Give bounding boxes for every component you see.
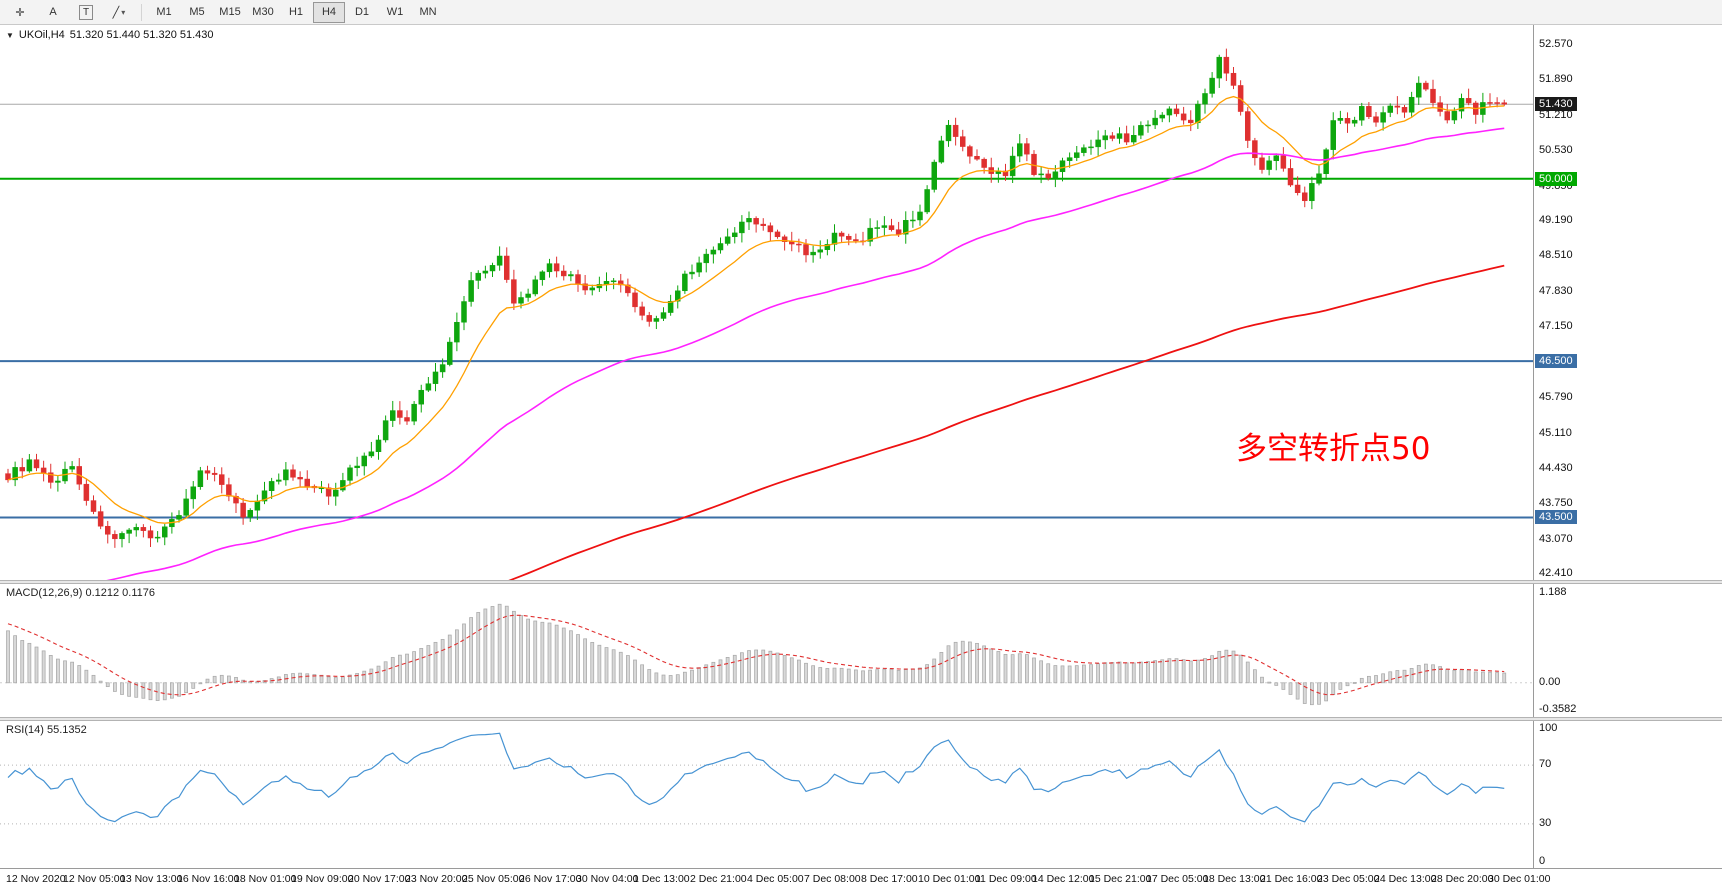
time-label: 12 Nov 2020 [6,873,66,885]
price-tick: 44.430 [1539,462,1573,474]
chevron-down-icon: ▾ [121,7,126,17]
price-tick: 47.830 [1539,284,1573,297]
label-tool-icon: T [78,4,94,20]
time-label: 26 Nov 17:00 [519,873,582,885]
rsi-line [7,732,1505,823]
rsi-surface[interactable] [0,721,1722,868]
symbol-label: ▼ UKOil,H4 51.320 51.440 51.320 51.430 [6,29,214,41]
time-label: 24 Dec 13:00 [1374,873,1437,885]
text-tool-button[interactable]: A [37,2,69,23]
price-tick: 48.510 [1539,249,1573,262]
ma-fast-line [7,95,1505,524]
timeframe-button-m5[interactable]: M5 [189,6,205,18]
rsi-axis-label: 0 [1539,855,1546,867]
text-tool-icon: A [49,6,57,18]
time-label: 30 Nov 04:00 [576,873,639,885]
time-label: 19 Nov 09:00 [291,873,354,885]
timeframe-button-m1[interactable]: M1 [156,6,172,18]
price-tick: 50.530 [1539,144,1573,157]
crosshair-icon: ✛ [15,6,25,19]
time-label: 30 Dec 01:00 [1488,873,1551,885]
price-tick: 42.410 [1539,567,1573,580]
rsi-label: RSI(14) 55.1352 [6,724,87,736]
price-badge: 50.000 [1535,171,1577,186]
time-label: 21 Dec 16:00 [1260,873,1323,885]
panel-splitter[interactable] [0,580,1722,584]
timeframe-button-w1[interactable]: W1 [386,6,404,18]
timeframe-button-h4[interactable]: H4 [313,1,345,23]
macd-histogram [6,603,1507,706]
rsi-panel: RSI(14) 55.1352 100 70 30 0 [0,721,1722,868]
trendline-icon: ╱ [112,6,120,19]
label-tool-button[interactable]: T [70,2,102,23]
macd-axis-label: -0.3582 [1539,703,1577,716]
toolbar-separator [141,3,142,21]
symbol-dropdown-icon[interactable]: ▼ [6,30,14,40]
macd-axis-label: 0.00 [1539,675,1561,688]
ohlc-text: 51.320 51.440 51.320 51.430 [69,29,214,41]
time-label: 28 Dec 20:00 [1431,873,1494,885]
time-label: 18 Nov 01:00 [234,873,297,885]
toolbar: ✛ A T ╱ ▾ M1 M5 M15 M30 H1 H4 D1 W1 MN [0,0,1722,25]
timeframe-button-m30[interactable]: M30 [252,6,274,18]
time-label: 23 Nov 20:00 [405,873,468,885]
price-tick: 43.070 [1539,532,1573,545]
main-chart-surface[interactable] [0,25,1722,580]
rsi-axis-label: 100 [1539,722,1558,734]
macd-axis-label: 1.188 [1539,585,1567,598]
time-label: 23 Dec 05:00 [1317,873,1380,885]
symbol-text: UKOil,H4 [18,29,65,41]
time-label: 25 Nov 05:00 [462,873,525,885]
macd-panel: MACD(12,26,9) 0.1212 0.1176 1.188 0.00 -0.… [0,584,1722,717]
time-label: 15 Dec 21:00 [1089,873,1152,885]
time-axis[interactable]: 12 Nov 2020 12 Nov 05:00 13 Nov 13:00 16 No… [0,868,1722,892]
price-tick: 43.750 [1539,497,1573,510]
timeframe-button-h1[interactable]: H1 [288,6,304,18]
macd-label: MACD(12,26,9) 0.1212 0.1176 [6,587,155,599]
price-tick: 45.790 [1539,391,1573,404]
time-label: 13 Nov 13:00 [120,873,183,885]
time-label: 7 Dec 08:00 [804,873,861,885]
time-label: 16 Nov 16:00 [177,873,240,885]
price-tick: 51.210 [1539,108,1573,121]
main-chart-panel: ▼ UKOil,H4 51.320 51.440 51.320 51.430 多… [0,25,1722,580]
time-label: 4 Dec 05:00 [747,873,804,885]
price-tick: 51.890 [1539,73,1573,86]
time-label: 17 Dec 05:00 [1146,873,1209,885]
timeframe-button-mn[interactable]: MN [419,6,437,18]
draw-tools-dropdown[interactable]: ╱ ▾ [103,2,135,23]
time-label: 18 Dec 13:00 [1203,873,1266,885]
time-label: 10 Dec 01:00 [918,873,981,885]
timeframe-button-m15[interactable]: M15 [219,6,241,18]
time-label: 20 Nov 17:00 [348,873,411,885]
price-tick: 47.150 [1539,320,1573,333]
time-label: 12 Nov 05:00 [63,873,126,885]
timeframe-button-d1[interactable]: D1 [354,6,370,18]
panel-splitter[interactable] [0,717,1722,721]
macd-surface[interactable] [0,584,1722,717]
crosshair-tool-button[interactable]: ✛ [4,2,36,23]
price-tick: 49.190 [1539,213,1573,226]
rsi-axis-label: 30 [1539,816,1552,829]
price-tick: 45.110 [1539,426,1572,439]
rsi-axis-label: 70 [1539,758,1552,771]
macd-signal-line [7,614,1505,696]
time-label: 8 Dec 17:00 [861,873,918,885]
ma-slow-line [508,264,1505,580]
time-label: 11 Dec 09:00 [975,873,1037,885]
price-badge: 46.500 [1535,354,1577,369]
time-label: 14 Dec 12:00 [1032,873,1095,885]
price-tick: 52.570 [1539,37,1573,50]
ma-medium-line [106,127,1505,580]
price-badge: 51.430 [1535,97,1577,112]
pivot-annotation[interactable]: 多空转折点50 [1236,431,1431,467]
time-label: 1 Dec 13:00 [633,873,690,885]
price-badge: 43.500 [1535,510,1577,525]
candles-layer [5,48,1507,548]
time-label: 2 Dec 21:00 [690,873,747,885]
